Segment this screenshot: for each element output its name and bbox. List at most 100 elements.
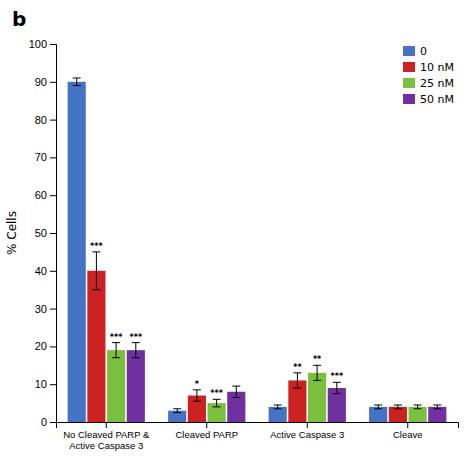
y-tick-mark — [50, 422, 56, 423]
annotations: ******************** — [90, 242, 344, 398]
y-tick-label: 40 — [35, 265, 47, 277]
y-tick: 40 — [35, 265, 56, 277]
y-axis-line — [50, 45, 57, 423]
x-tick-mark — [307, 422, 308, 428]
legend-label: 25 nM — [420, 77, 454, 90]
y-tick: 60 — [35, 189, 56, 201]
y-tick-label: 50 — [35, 227, 47, 239]
bar — [68, 82, 86, 422]
error-bar — [394, 405, 402, 409]
y-tick-mark — [50, 44, 56, 45]
y-tick: 10 — [35, 378, 56, 390]
y-tick-label: 80 — [35, 114, 47, 126]
y-tick-mark — [50, 346, 56, 347]
bar — [127, 350, 145, 422]
x-tick-label: No Cleaved PARP &Active Caspase 3 — [63, 429, 150, 451]
error-bar — [92, 252, 100, 290]
y-tick-label: 60 — [35, 189, 47, 201]
y-tick-label: 70 — [35, 151, 47, 163]
legend-item: 0 — [403, 45, 427, 58]
y-tick-label: 0 — [41, 416, 47, 428]
error-bar — [232, 386, 240, 397]
x-tick-mark — [206, 422, 207, 428]
y-tick: 0 — [41, 416, 56, 428]
significance-label: ** — [293, 363, 302, 372]
y-tick: 90 — [35, 76, 56, 88]
error-bar — [313, 365, 321, 380]
error-bar — [132, 343, 140, 358]
series — [127, 343, 447, 422]
y-tick: 100 — [29, 38, 56, 50]
y-axis: 0 10 20 30 40 50 60 70 80 90 100 — [29, 38, 57, 428]
legend-item: 50 nM — [403, 93, 454, 106]
y-tick-mark — [50, 384, 56, 385]
error-bar — [414, 405, 422, 409]
x-tick-label: Cleaved PARP — [175, 429, 238, 440]
x-tick-label: Active Caspase 3 — [270, 429, 344, 440]
series — [68, 78, 388, 422]
legend-swatch — [403, 78, 415, 88]
plot: 0 10 20 30 40 50 60 70 80 90 100 No Cleaved PARP &A… — [5, 38, 459, 451]
significance-label: ** — [313, 355, 322, 364]
legend-label: 0 — [420, 45, 427, 58]
error-bar — [374, 405, 382, 409]
y-tick-mark — [50, 271, 56, 272]
y-tick-mark — [50, 82, 56, 83]
y-tick-mark — [50, 195, 56, 196]
error-bar — [193, 390, 201, 401]
significance-label: *** — [130, 333, 143, 342]
y-tick-label: 20 — [35, 340, 47, 352]
significance-label: *** — [90, 242, 103, 251]
significance-label: *** — [331, 372, 344, 381]
legend-label: 50 nM — [420, 93, 454, 106]
significance-label: *** — [210, 389, 223, 398]
marks — [68, 78, 447, 422]
y-tick-mark — [50, 233, 56, 234]
bar — [107, 350, 125, 422]
series — [107, 343, 427, 422]
y-tick: 70 — [35, 151, 56, 163]
error-bar — [293, 373, 301, 388]
x-tick: Active Caspase 3 — [270, 422, 344, 440]
y-tick-mark — [50, 120, 56, 121]
legend-swatch — [403, 94, 415, 104]
y-tick: 80 — [35, 114, 56, 126]
x-tick-mark — [106, 422, 107, 428]
y-tick-mark — [50, 309, 56, 310]
y-tick-label: 10 — [35, 378, 47, 390]
error-bar — [274, 405, 282, 409]
significance-label: *** — [110, 333, 123, 342]
error-bar — [173, 409, 181, 413]
chart: 0 10 20 30 40 50 60 70 80 90 100 No Cleaved PARP &A… — [0, 0, 474, 474]
legend-swatch — [403, 46, 415, 56]
significance-label: * — [195, 380, 200, 389]
y-axis-title: % Cells — [5, 211, 19, 255]
x-tick: Cleave — [393, 422, 423, 440]
y-tick-label: 100 — [29, 38, 47, 50]
y-tick: 20 — [35, 340, 56, 352]
error-bar — [112, 343, 120, 358]
legend-item: 25 nM — [403, 77, 454, 90]
y-tick-label: 30 — [35, 303, 47, 315]
title: b — [12, 7, 26, 31]
legend-label: 10 nM — [420, 61, 454, 74]
bar — [87, 271, 105, 422]
y-tick: 50 — [35, 227, 56, 239]
error-bar — [333, 382, 341, 393]
series — [87, 252, 407, 422]
error-bar — [73, 78, 81, 86]
y-tick: 30 — [35, 303, 56, 315]
legend-swatch — [403, 62, 415, 72]
x-axis-line — [57, 423, 459, 429]
error-bar — [433, 405, 441, 409]
legend-item: 10 nM — [403, 61, 454, 74]
x-axis: No Cleaved PARP &Active Caspase 3 Cleaved… — [57, 422, 459, 451]
error-bar — [213, 399, 221, 407]
x-tick-label: Cleave — [393, 429, 423, 440]
y-tick-label: 90 — [35, 76, 47, 88]
x-tick-mark — [407, 422, 408, 428]
legend: 0 10 nM 25 nM 50 nM — [403, 45, 454, 106]
x-tick: Cleaved PARP — [175, 422, 238, 440]
y-tick-mark — [50, 157, 56, 158]
x-tick: No Cleaved PARP &Active Caspase 3 — [63, 422, 150, 451]
